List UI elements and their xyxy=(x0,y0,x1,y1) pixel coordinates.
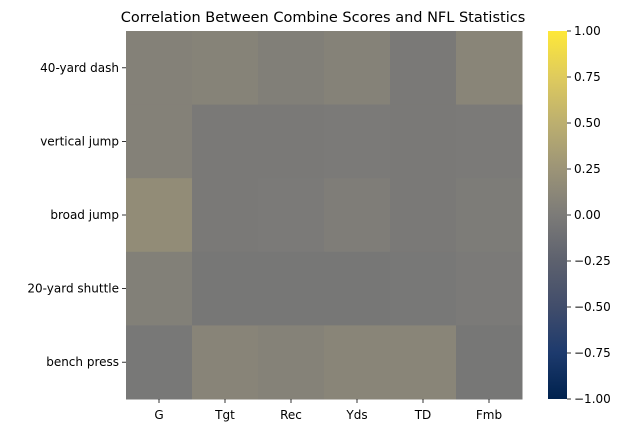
y-tick-label: bench press xyxy=(46,355,119,369)
heatmap-cell xyxy=(192,104,259,179)
y-axis: 40-yard dash vertical jump broad jump 20-ya… xyxy=(27,61,126,369)
heatmap-cell xyxy=(126,178,193,253)
heatmap-cell xyxy=(126,31,193,106)
x-tick-label: Tgt xyxy=(214,408,235,422)
heatmap-cell xyxy=(192,31,259,106)
colorbar-tick-label: 1.00 xyxy=(574,24,601,38)
colorbar-tick-label: 0.25 xyxy=(574,162,601,176)
heatmap-cell xyxy=(324,31,391,106)
x-tick-label: Fmb xyxy=(476,408,502,422)
heatmap-cell xyxy=(192,325,259,400)
heatmap-cell xyxy=(390,325,457,400)
colorbar-gradient xyxy=(548,31,567,399)
heatmap-cell xyxy=(258,104,325,179)
heatmap-cell xyxy=(126,325,193,400)
heatmap-cell xyxy=(390,251,457,326)
colorbar-tick-label: 0.50 xyxy=(574,116,601,130)
heatmap-cell xyxy=(390,178,457,253)
heatmap-cell xyxy=(258,325,325,400)
colorbar-tick-label: 0.00 xyxy=(574,208,601,222)
colorbar-tick-label: −0.75 xyxy=(574,346,611,360)
heatmap-cell xyxy=(192,178,259,253)
heatmap-cell xyxy=(324,104,391,179)
y-tick-label: 40-yard dash xyxy=(40,61,119,75)
heatmap-cell xyxy=(390,104,457,179)
chart-title: Correlation Between Combine Scores and N… xyxy=(121,10,526,26)
heatmap-cell xyxy=(192,251,259,326)
y-tick-label: broad jump xyxy=(50,208,119,222)
heatmap-cell xyxy=(324,251,391,326)
x-tick-label: Yds xyxy=(345,408,367,422)
heatmap-cell xyxy=(258,31,325,106)
heatmap-cell xyxy=(456,104,523,179)
colorbar-tick-label: −0.50 xyxy=(574,300,611,314)
heatmap-cell xyxy=(258,251,325,326)
colorbar: 1.00 0.75 0.50 0.25 0.00 −0.25 −0.50 −0.75 −1.00 xyxy=(548,24,611,406)
heatmap-cell xyxy=(324,325,391,400)
colorbar-tick-label: −1.00 xyxy=(574,392,611,406)
heatmap-cell xyxy=(456,325,523,400)
colorbar-tick-label: 0.75 xyxy=(574,70,601,84)
heatmap-cell xyxy=(126,251,193,326)
heatmap-cell xyxy=(126,104,193,179)
x-tick-label: TD xyxy=(414,408,432,422)
x-tick-label: Rec xyxy=(280,408,302,422)
colorbar-axis: 1.00 0.75 0.50 0.25 0.00 −0.25 −0.50 −0.75 −1.00 xyxy=(567,24,611,406)
heatmap-cell xyxy=(390,31,457,106)
heatmap-cells xyxy=(126,31,523,400)
heatmap-cell xyxy=(258,178,325,253)
heatmap-cell xyxy=(456,178,523,253)
x-axis: G Tgt Rec Yds TD Fmb xyxy=(154,399,502,422)
heatmap-cell xyxy=(456,251,523,326)
x-tick-label: G xyxy=(154,408,163,422)
y-tick-label: 20-yard shuttle xyxy=(27,282,119,296)
y-tick-label: vertical jump xyxy=(40,134,119,148)
heatmap-cell xyxy=(324,178,391,253)
heatmap-cell xyxy=(456,31,523,106)
colorbar-tick-label: −0.25 xyxy=(574,254,611,268)
